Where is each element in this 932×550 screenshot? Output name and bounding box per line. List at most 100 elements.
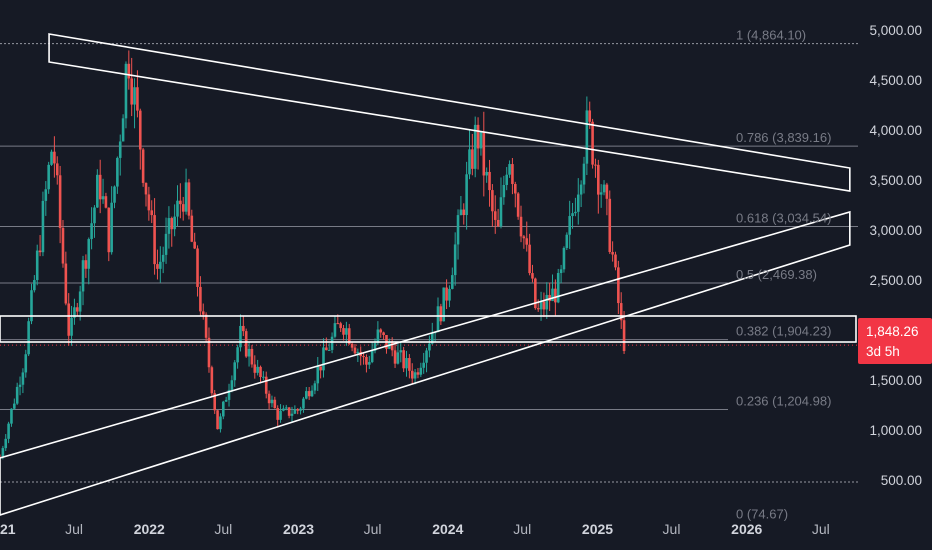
candle-body: [574, 211, 577, 214]
candle-body: [508, 164, 511, 175]
candle-body: [410, 370, 414, 379]
candle-body: [471, 149, 474, 169]
candle-body: [442, 287, 446, 322]
candle-body: [204, 314, 208, 338]
fib-label-0.382: 0.382 (1,904.23): [736, 324, 831, 339]
price-axis-tick: 500.00: [881, 473, 922, 488]
candle-body: [485, 171, 488, 176]
candle-body: [224, 399, 228, 402]
candle-body: [551, 288, 554, 302]
candle-body: [488, 171, 491, 191]
candle-body: [591, 121, 594, 165]
candle-body: [542, 301, 546, 310]
candle-body: [58, 175, 62, 228]
fib-label-1: 1 (4,864.10): [736, 28, 806, 43]
candle-body: [316, 366, 320, 384]
price-axis-tick: 3,500.00: [869, 173, 922, 188]
candle-body: [353, 347, 357, 354]
candle-body: [27, 321, 30, 355]
candle-body: [617, 267, 620, 304]
candle-body: [402, 350, 405, 369]
candle-body: [107, 207, 111, 253]
candle-body: [150, 210, 154, 216]
candle-body: [118, 141, 122, 158]
candle-body: [284, 407, 288, 409]
candle-body: [528, 244, 531, 274]
candle-body: [70, 317, 73, 336]
candle-body: [110, 202, 113, 253]
candle-body: [264, 376, 268, 394]
candle-body: [379, 329, 383, 333]
candle-body: [622, 320, 626, 352]
candle-body: [382, 332, 385, 336]
candle-body: [96, 174, 99, 208]
candle-body: [216, 410, 219, 430]
candle-body: [15, 386, 19, 404]
candle-body: [227, 389, 231, 400]
candle-body: [290, 413, 294, 416]
candle-body: [436, 306, 440, 333]
candle-body: [267, 393, 271, 404]
candle-body: [579, 184, 583, 195]
candle-body: [496, 219, 500, 227]
candle-body: [559, 269, 563, 274]
candle-body: [430, 332, 434, 344]
candle-body: [428, 343, 431, 351]
candle-body: [170, 218, 174, 230]
candle-body: [256, 366, 259, 373]
candle-body: [531, 273, 534, 279]
time-axis-tick: Jul: [663, 521, 681, 537]
candle-body: [345, 328, 348, 335]
upper-resistance-channel: [48, 33, 851, 192]
candle-body: [491, 190, 494, 212]
candle-body: [602, 184, 606, 193]
price-axis-tick: 4,500.00: [869, 73, 922, 88]
candle-body: [554, 288, 557, 303]
candle-body: [7, 423, 10, 439]
candle-body: [548, 294, 551, 302]
candle-body: [302, 398, 305, 409]
candle-body: [588, 110, 592, 122]
candle-body: [207, 337, 211, 368]
time-axis[interactable]: 2021 Jul 2022 Jul 2023 Jul 2024 Jul 2025 Jul 2026 J…: [0, 521, 830, 537]
price-axis-tick: 5,000.00: [869, 23, 922, 38]
candle-body: [176, 200, 179, 217]
candle-body: [399, 350, 403, 353]
candle-body: [116, 157, 119, 187]
candle-body: [562, 247, 566, 270]
candlesticks: [0, 50, 626, 460]
candle-body: [305, 391, 308, 399]
candle-body: [50, 151, 53, 165]
candle-body: [173, 216, 176, 230]
candle-body: [310, 390, 314, 397]
candle-body: [536, 308, 540, 310]
candle-body: [250, 348, 254, 365]
candle-body: [422, 362, 425, 368]
trendline-drawings[interactable]: [0, 33, 857, 516]
candle-body: [522, 236, 526, 239]
time-axis-tick: 2021: [0, 521, 16, 537]
candle-body: [1, 448, 5, 458]
time-axis-tick: Jul: [812, 521, 830, 537]
candle-body: [568, 216, 571, 235]
candle-body: [67, 303, 71, 336]
candle-body: [130, 78, 133, 105]
candle-body: [459, 209, 463, 216]
candle-body: [33, 280, 36, 291]
lower-support-channel: [0, 210, 851, 516]
time-axis-tick: Jul: [364, 521, 382, 537]
candle-body: [10, 408, 13, 424]
candle-body: [473, 124, 477, 169]
candle-body: [113, 186, 116, 203]
candle-body: [121, 118, 125, 142]
candle-body: [313, 383, 317, 391]
candle-body: [565, 234, 569, 248]
candle-body: [448, 288, 451, 301]
candle-body: [468, 149, 471, 175]
candle-body: [187, 182, 191, 216]
candle-body: [502, 184, 506, 198]
candle-body: [127, 63, 131, 79]
